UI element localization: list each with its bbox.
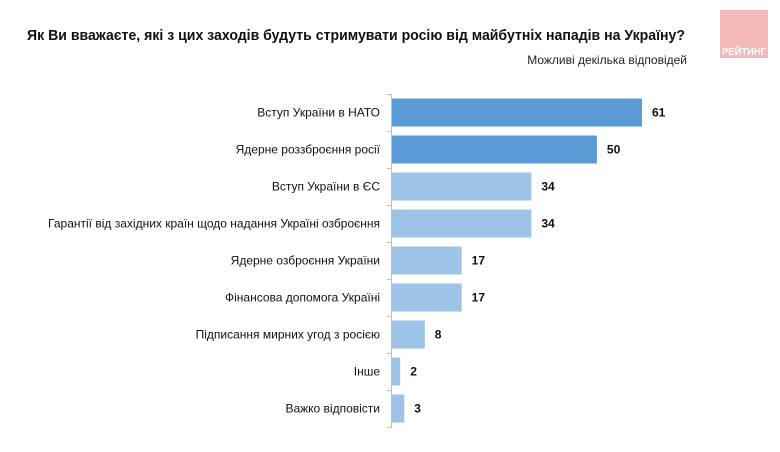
chart-subtitle: Можливі декілька відповідей (527, 53, 687, 67)
bar (392, 246, 462, 275)
category-label: Ядерне озброєння України (231, 254, 380, 268)
bar (392, 135, 597, 164)
data-label: 50 (607, 143, 621, 157)
data-label: 2 (410, 365, 417, 379)
category-label: Вступ України в НАТО (257, 106, 380, 120)
bar (392, 209, 532, 238)
category-label: Інше (354, 365, 381, 379)
data-label: 17 (472, 291, 486, 305)
bar (392, 283, 462, 312)
data-label: 61 (652, 106, 666, 120)
logo: РЕЙТИНГ (720, 10, 768, 58)
category-label: Фінансова допомога Україні (225, 291, 380, 305)
data-label: 34 (541, 180, 555, 194)
data-label: 17 (472, 254, 486, 268)
bars: Вступ України в НАТО 61 Ядерне роззброєння… (48, 94, 666, 428)
logo-text: РЕЙТИНГ (722, 45, 766, 58)
data-label: 3 (414, 402, 421, 416)
bar (392, 172, 532, 201)
category-label: Важко відповісти (285, 402, 380, 416)
chart-title: Як Ви вважаєте, які з цих заходів будуть… (27, 27, 685, 44)
bar (392, 98, 642, 127)
category-label: Ядерне роззброєння росії (236, 143, 381, 157)
bar (392, 357, 401, 386)
bar (392, 394, 405, 423)
category-label: Вступ України в ЄС (272, 180, 380, 194)
data-label: 34 (541, 217, 555, 231)
bar (392, 320, 425, 349)
category-label: Підписання мирних угод з росією (196, 328, 380, 342)
logo-box (720, 10, 768, 58)
data-label: 8 (435, 328, 442, 342)
category-label: Гарантії від західних країн щодо надання… (48, 217, 380, 231)
